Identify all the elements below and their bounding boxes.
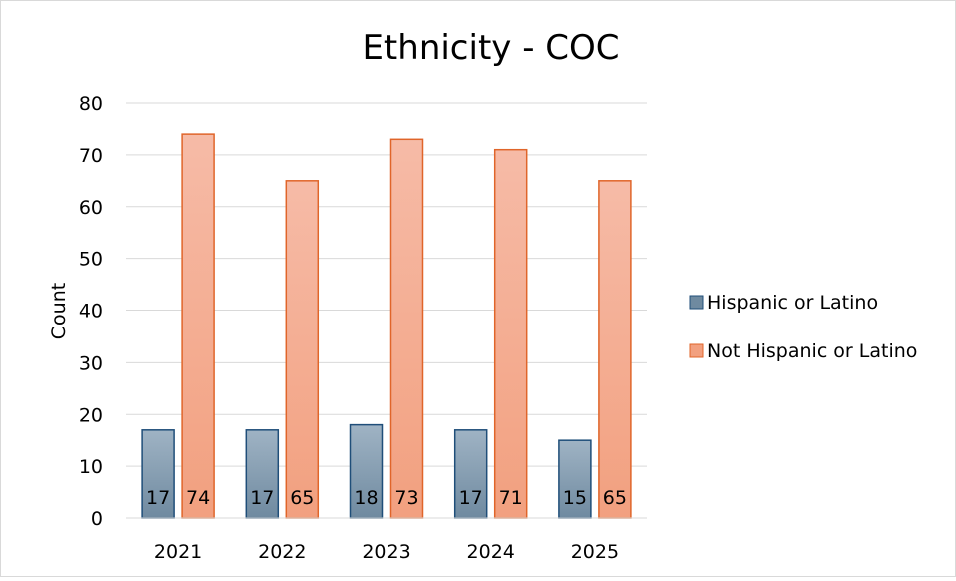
bar-not-hispanic (181, 133, 215, 519)
legend: Hispanic or Latino Not Hispanic or Latin… (689, 292, 917, 362)
bar-not-hispanic (285, 180, 320, 519)
x-tick-label: 2023 (362, 541, 410, 563)
legend-label-not-hispanic: Not Hispanic or Latino (707, 340, 917, 362)
x-axis-ticks: 2021 2022 2023 2024 2025 (154, 541, 619, 563)
chart-title: Ethnicity - COC (362, 28, 619, 68)
bar-hispanic (453, 429, 488, 519)
x-tick-label: 2025 (571, 541, 619, 563)
data-labels: 17 74 17 65 18 73 17 71 15 65 (146, 487, 627, 509)
x-tick-label: 2021 (154, 541, 202, 563)
y-tick-label: 30 (79, 352, 103, 374)
y-tick-label: 70 (79, 145, 103, 167)
data-label: 15 (563, 487, 587, 509)
y-tick-label: 40 (79, 301, 103, 323)
bar-not-hispanic (493, 148, 528, 519)
bar-not-hispanic (389, 138, 424, 519)
y-tick-label: 0 (91, 508, 103, 530)
y-tick-label: 10 (79, 456, 103, 478)
bar-hispanic (349, 423, 384, 519)
data-label: 65 (290, 487, 314, 509)
data-label: 73 (394, 487, 418, 509)
y-axis-ticks: 0 10 20 30 40 50 60 70 80 (79, 93, 103, 530)
data-label: 17 (146, 487, 170, 509)
y-tick-label: 20 (79, 404, 103, 426)
bars (141, 133, 632, 519)
data-label: 18 (354, 487, 378, 509)
x-tick-label: 2024 (467, 541, 515, 563)
legend-swatch-hispanic (689, 295, 704, 310)
y-tick-label: 60 (79, 197, 103, 219)
legend-label-hispanic: Hispanic or Latino (707, 292, 878, 314)
legend-swatch-not-hispanic (689, 343, 704, 358)
bar-hispanic (141, 429, 175, 519)
data-label: 65 (603, 487, 627, 509)
data-label: 17 (459, 487, 483, 509)
y-axis-label: Count (48, 283, 70, 339)
data-label: 71 (499, 487, 523, 509)
y-tick-label: 50 (79, 249, 103, 271)
data-label: 17 (250, 487, 274, 509)
data-label: 74 (186, 487, 210, 509)
bar-not-hispanic (598, 180, 632, 519)
y-tick-label: 80 (79, 93, 103, 115)
x-tick-label: 2022 (258, 541, 306, 563)
